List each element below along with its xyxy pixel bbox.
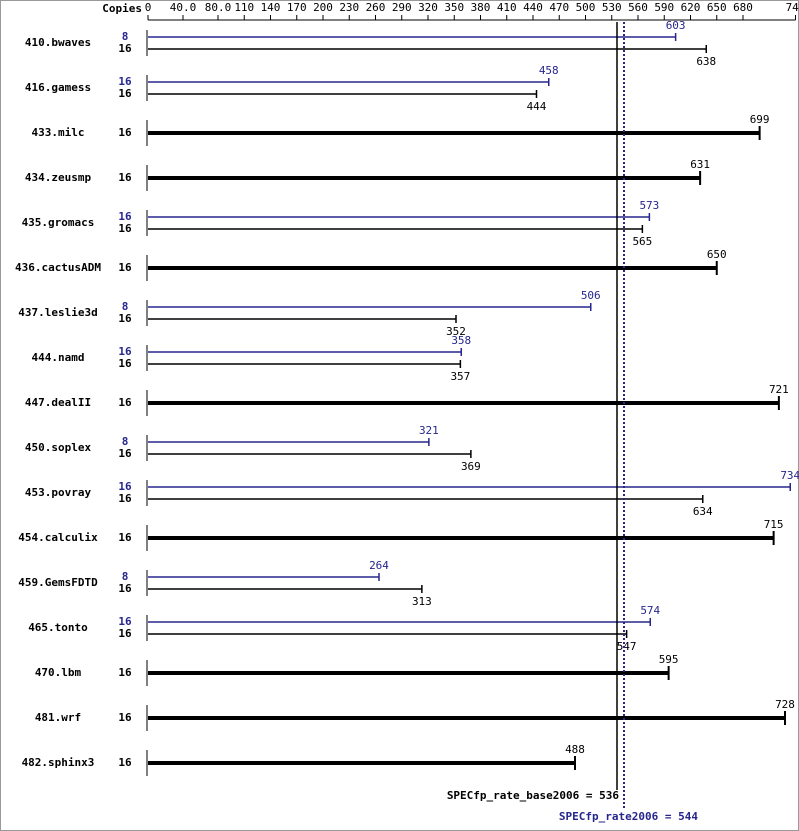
base-value-label: 444 [527,100,547,113]
base-copies: 16 [118,357,132,370]
peak-value-label: 506 [581,289,601,302]
x-tick-label: 110 [234,1,254,14]
base-value-label: 547 [617,640,637,653]
x-tick-label: 680 [733,1,753,14]
benchmark-label: 465.tonto [28,621,88,634]
base-copies: 16 [118,582,132,595]
base-copies: 16 [118,222,132,235]
x-tick-label: 590 [654,1,674,14]
peak-copies: 8 [122,570,129,583]
x-tick-label: 620 [681,1,701,14]
base-copies: 16 [118,531,132,544]
peak-copies: 16 [118,345,132,358]
x-tick-label: 350 [444,1,464,14]
peak-copies: 8 [122,435,129,448]
benchmark-label: 450.soplex [25,441,92,454]
base-copies: 16 [118,312,132,325]
peak-copies: 8 [122,300,129,313]
x-tick-label: 290 [392,1,412,14]
base-value-label: 313 [412,595,432,608]
peak-copies: 8 [122,30,129,43]
x-tick-label: 0 [145,1,152,14]
base-copies: 16 [118,171,132,184]
base-value-label: 369 [461,460,481,473]
benchmark-label: 437.leslie3d [18,306,97,319]
benchmark-label: 434.zeusmp [25,171,92,184]
benchmark-label: 454.calculix [18,531,98,544]
base-value-label: 631 [690,158,710,171]
x-tick-label: 530 [602,1,622,14]
base-value-label: 352 [446,325,466,338]
copies-header: Copies [102,2,142,15]
peak-copies: 16 [118,75,132,88]
peak-copies: 16 [118,210,132,223]
benchmark-label: 481.wrf [35,711,81,724]
x-tick-label: 500 [576,1,596,14]
x-tick-label: 440 [523,1,543,14]
benchmark-label: 444.namd [32,351,85,364]
peak-value-label: 573 [639,199,659,212]
x-tick-label: 380 [471,1,491,14]
base-value-label: 715 [764,518,784,531]
base-value-label: 565 [632,235,652,248]
base-copies: 16 [118,627,132,640]
x-tick-label: 40.0 [170,1,197,14]
peak-value-label: 734 [780,469,799,482]
x-tick-label: 200 [313,1,333,14]
base-value-label: 699 [750,113,770,126]
peak-value-label: 574 [640,604,660,617]
base-copies: 16 [118,42,132,55]
x-tick-label: 80.0 [205,1,232,14]
x-tick-label: 560 [628,1,648,14]
x-tick-label: 230 [339,1,359,14]
base-copies: 16 [118,447,132,460]
peak-copies: 16 [118,480,132,493]
base-value-label: 488 [565,743,585,756]
x-tick-label: 170 [287,1,307,14]
base-value-label: 728 [775,698,795,711]
base-copies: 16 [118,492,132,505]
peak-value-label: 458 [539,64,559,77]
x-tick-label: 740 [786,1,799,14]
x-tick-label: 320 [418,1,438,14]
base-value-label: 634 [693,505,713,518]
benchmark-label: 459.GemsFDTD [18,576,98,589]
benchmark-label: 410.bwaves [25,36,91,49]
x-tick-label: 650 [707,1,727,14]
base-copies: 16 [118,396,132,409]
base-value-label: 638 [696,55,716,68]
x-tick-label: 140 [261,1,281,14]
x-tick-label: 260 [366,1,386,14]
benchmark-label: 416.gamess [25,81,91,94]
benchmark-label: 453.povray [25,486,92,499]
base-copies: 16 [118,756,132,769]
peak-value-label: 264 [369,559,389,572]
reference-label: SPECfp_rate2006 = 544 [559,810,698,823]
x-tick-label: 470 [549,1,569,14]
base-copies: 16 [118,126,132,139]
peak-copies: 16 [118,615,132,628]
benchmark-label: 447.dealII [25,396,91,409]
base-copies: 16 [118,666,132,679]
peak-value-label: 358 [451,334,471,347]
base-copies: 16 [118,87,132,100]
base-value-label: 650 [707,248,727,261]
benchmark-label: 436.cactusADM [15,261,101,274]
base-copies: 16 [118,261,132,274]
peak-value-label: 603 [666,19,686,32]
x-tick-label: 410 [497,1,517,14]
base-value-label: 357 [450,370,470,383]
peak-value-label: 321 [419,424,439,437]
benchmark-label: 470.lbm [35,666,82,679]
benchmark-label: 435.gromacs [22,216,95,229]
benchmark-label: 433.milc [32,126,85,139]
reference-label: SPECfp_rate_base2006 = 536 [447,789,620,802]
benchmark-label: 482.sphinx3 [22,756,95,769]
base-value-label: 595 [659,653,679,666]
base-value-label: 721 [769,383,789,396]
base-copies: 16 [118,711,132,724]
